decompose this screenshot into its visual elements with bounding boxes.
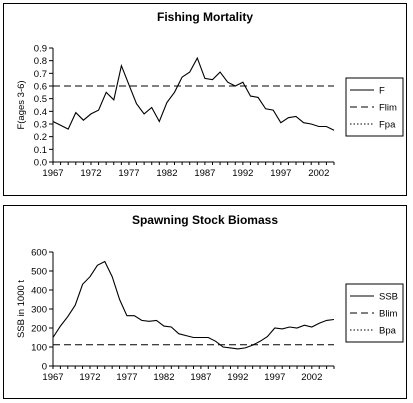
y-tick-label: 0.6	[34, 82, 47, 93]
legend-label: Flim	[379, 103, 397, 114]
legend-label: SSB	[379, 292, 398, 303]
x-tick-label: 1997	[264, 372, 285, 383]
y-tick-label: 0.2	[34, 132, 47, 143]
x-tick-label: 1982	[153, 372, 174, 383]
x-tick-label: 1972	[79, 372, 100, 383]
x-tick-label: 1997	[270, 168, 291, 179]
series-line-ssb	[52, 260, 335, 350]
y-tick-label: 0.1	[34, 145, 47, 156]
chart-title: Fishing Mortality	[157, 10, 253, 24]
x-tick-label: 1987	[194, 168, 215, 179]
y-tick-label: 600	[31, 248, 47, 259]
legend-label: Bpa	[379, 326, 397, 337]
chart-title: Spawning Stock Biomass	[131, 213, 279, 227]
legend-label: F	[379, 86, 385, 97]
fishing-mortality-chart: 0.0 0.1 0.20.3 0.4 0.50.6 0.7 0.80.9 1967 1972 19…	[16, 44, 404, 179]
y-tick-label: 0.7	[34, 69, 47, 80]
series-line-f	[52, 56, 335, 131]
y-tick-label: 0.9	[34, 44, 47, 55]
x-tick-label: 1967	[42, 372, 63, 383]
y-tick-label: 0.0	[34, 158, 47, 169]
spawning-stock-biomass-panel: Spawning Stock Biomass 0 100 200 300 400 500 6…	[3, 205, 407, 399]
y-tick-label: 500	[31, 267, 47, 278]
y-tick-label: 100	[31, 343, 47, 354]
y-tick-label: 0.4	[34, 107, 47, 118]
y-tick-label: 0.3	[34, 120, 47, 131]
x-tick-label: 2002	[301, 372, 322, 383]
spawning-stock-biomass-chart: 0 100 200 300 400 500 600 1967 1972 1977 1982 1987 1…	[16, 248, 404, 383]
legend-label: Blim	[379, 309, 398, 320]
y-tick-label: 0.8	[34, 56, 47, 67]
x-tick-label: 2002	[308, 168, 329, 179]
fishing-mortality-panel: Fishing Mortality 0.0 0.1 0.2 0.3 0.4 0.5 0.6 0…	[3, 3, 407, 196]
x-tick-label: 1972	[80, 168, 101, 179]
x-tick-label: 1992	[227, 372, 248, 383]
x-tick-label: 1982	[156, 168, 177, 179]
x-tick-label: 1987	[190, 372, 211, 383]
x-tick-label: 1967	[42, 168, 63, 179]
legend-label: Fpa	[379, 120, 396, 131]
y-tick-label: 0	[42, 362, 47, 373]
x-tick-label: 1977	[116, 372, 137, 383]
y-tick-label: 0.5	[34, 94, 47, 105]
y-tick-label: 400	[31, 286, 47, 297]
y-tick-label: 300	[31, 305, 47, 316]
y-tick-label: 200	[31, 324, 47, 335]
y-axis-label: SSB in 1000 t	[16, 280, 27, 338]
y-axis-label: F(ages 3-6)	[16, 80, 27, 129]
x-tick-label: 1992	[232, 168, 253, 179]
x-tick-label: 1977	[118, 168, 139, 179]
